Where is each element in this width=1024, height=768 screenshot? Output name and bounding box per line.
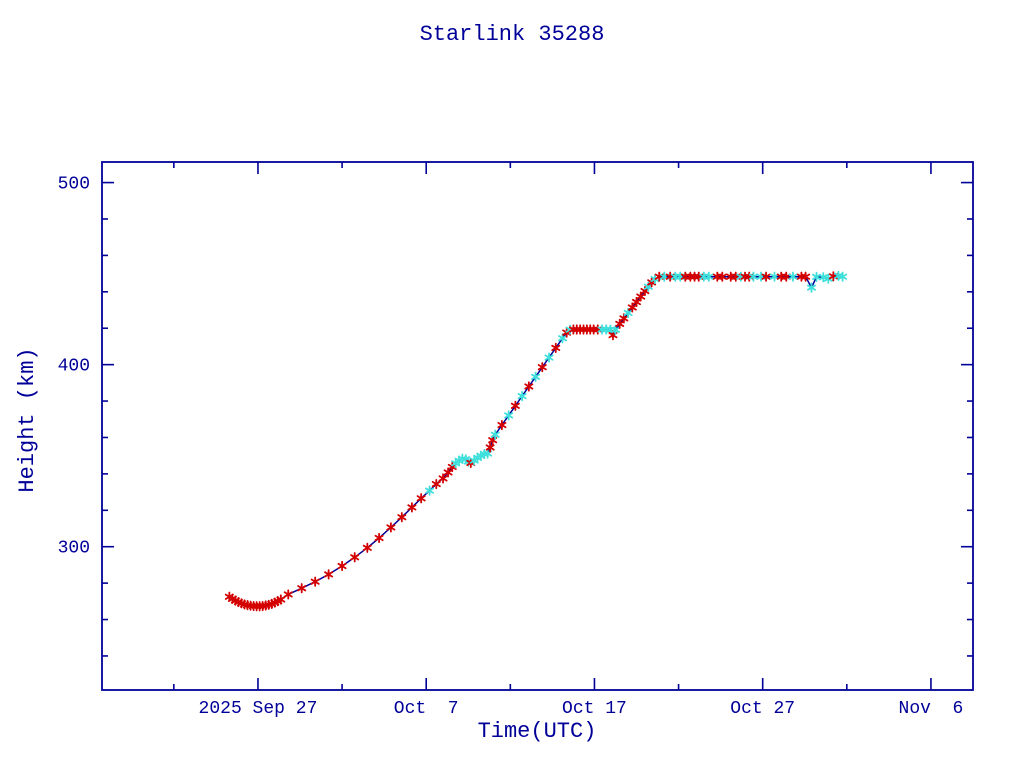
y-axis-tick-label: 400	[58, 357, 90, 377]
data-point-marker-cyan	[748, 271, 758, 282]
x-axis-tick-label: Oct 17	[562, 699, 627, 719]
data-point-marker-red	[524, 381, 534, 392]
data-point-marker-red	[438, 473, 448, 484]
x-axis-tick-label: Nov 6	[899, 699, 964, 719]
data-point-marker-red	[397, 512, 407, 523]
data-point-marker-red	[386, 522, 396, 533]
data-point-marker-red	[537, 362, 547, 373]
plot-frame	[101, 161, 974, 691]
data-point-marker-red	[781, 271, 791, 282]
data-point-marker-red	[297, 583, 307, 594]
data-point-marker-cyan	[806, 282, 816, 293]
data-point-marker-red	[310, 576, 320, 587]
data-point-marker-cyan	[788, 271, 798, 282]
data-point-marker-red	[447, 461, 457, 473]
y-axis-tick-label: 500	[58, 175, 90, 195]
data-point-marker-red	[647, 277, 657, 288]
data-point-marker-red	[407, 502, 417, 513]
data-point-marker-cyan	[818, 272, 828, 283]
data-point-marker-red	[761, 271, 771, 282]
data-series	[224, 270, 848, 612]
height-line	[228, 275, 843, 607]
data-point-marker-red	[337, 560, 347, 572]
data-point-marker-cyan	[517, 391, 527, 402]
x-axis-tick-label: Oct 27	[730, 699, 795, 719]
data-point-marker-cyan	[544, 352, 554, 363]
data-point-marker-cyan	[838, 271, 848, 282]
data-point-marker-red	[717, 271, 727, 282]
data-point-marker-cyan	[504, 410, 514, 421]
data-point-marker-red	[510, 400, 520, 411]
data-point-marker-cyan	[531, 371, 541, 382]
data-point-marker-red	[276, 594, 286, 605]
chart-title: Starlink 35288	[420, 22, 605, 47]
y-axis-tick-label: 300	[58, 539, 90, 559]
data-point-marker-red	[801, 271, 811, 282]
x-axis-tick-label: 2025 Sep 27	[199, 699, 318, 719]
data-point-marker-cyan	[490, 429, 500, 440]
data-point-marker-red	[431, 478, 441, 490]
data-point-marker-cyan	[610, 324, 620, 335]
x-axis-tick-label: Oct 7	[394, 699, 459, 719]
data-point-marker-red	[350, 552, 360, 563]
data-point-marker-red	[497, 419, 507, 431]
axis-tick-labels: 2025 Sep 27 Oct 7 Oct 17 Oct 27 Nov 6 300 400 5…	[58, 175, 964, 719]
x-axis-title: Time(UTC)	[478, 719, 597, 744]
axis-ticks	[102, 162, 973, 690]
data-point-marker-red	[551, 342, 561, 353]
data-point-marker-red	[374, 532, 384, 544]
data-point-marker-cyan	[704, 271, 714, 282]
data-point-marker-red	[283, 589, 293, 600]
data-point-marker-cyan	[769, 271, 779, 282]
data-point-marker-red	[324, 569, 334, 580]
y-axis-title: Height (km)	[15, 347, 40, 492]
data-point-marker-red	[485, 442, 495, 453]
data-point-marker-cyan	[425, 485, 435, 496]
data-point-marker-red	[416, 493, 426, 504]
data-point-marker-red	[362, 542, 372, 553]
